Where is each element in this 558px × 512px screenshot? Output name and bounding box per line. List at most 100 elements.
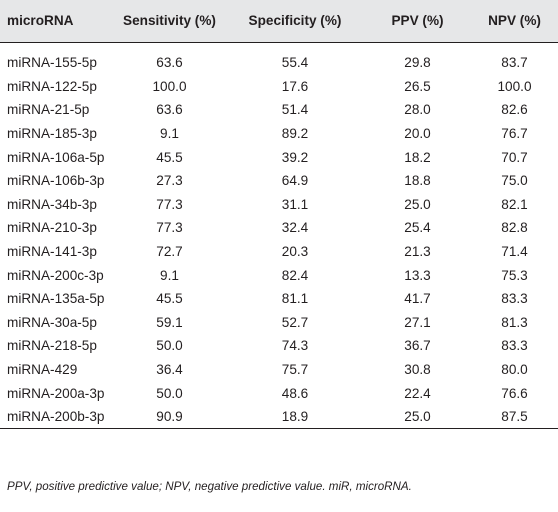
cell-ppv: 25.0 xyxy=(404,196,431,212)
cell-microrna: miRNA-141-3p xyxy=(7,244,97,260)
table-row: miRNA-135a-5p 45.5 81.1 41.7 83.3 xyxy=(0,287,558,311)
cell-npv: 82.1 xyxy=(501,196,528,212)
cell-ppv: 22.4 xyxy=(404,385,431,401)
column-header-sensitivity: Sensitivity (%) xyxy=(113,0,226,43)
cell-specificity: 81.1 xyxy=(281,291,309,307)
table-row: miRNA-21-5p 63.6 51.4 28.0 82.6 xyxy=(0,98,558,122)
table-spacer xyxy=(0,42,558,51)
cell-sensitivity: 45.5 xyxy=(156,149,183,165)
spacer-cell xyxy=(364,42,471,51)
cell-ppv: 18.2 xyxy=(404,149,431,165)
cell-microrna: miRNA-429 xyxy=(7,362,78,378)
table-row: miRNA-200c-3p 9.1 82.4 13.3 75.3 xyxy=(0,263,558,287)
table-row: miRNA-210-3p 77.3 32.4 25.4 82.8 xyxy=(0,216,558,240)
cell-npv: 76.7 xyxy=(501,126,528,142)
column-header-npv: NPV (%) xyxy=(471,0,558,43)
cell-specificity: 64.9 xyxy=(281,173,309,189)
spacer-cell xyxy=(471,42,558,51)
cell-microrna: miRNA-218-5p xyxy=(7,338,97,354)
cell-ppv: 25.4 xyxy=(404,220,431,236)
column-header-microrna: microRNA xyxy=(0,0,113,43)
cell-microrna: miRNA-200c-3p xyxy=(7,267,104,283)
cell-specificity: 89.2 xyxy=(281,126,309,142)
cell-sensitivity: 63.6 xyxy=(156,55,183,71)
table-row: miRNA-34b-3p 77.3 31.1 25.0 82.1 xyxy=(0,193,558,217)
cell-npv: 70.7 xyxy=(501,149,528,165)
cell-npv: 83.7 xyxy=(501,55,528,71)
table-row: miRNA-106b-3p 27.3 64.9 18.8 75.0 xyxy=(0,169,558,193)
cell-specificity: 32.4 xyxy=(281,220,309,236)
cell-npv: 81.3 xyxy=(501,314,528,330)
cell-microrna: miRNA-21-5p xyxy=(7,102,90,118)
cell-microrna: miRNA-155-5p xyxy=(7,55,97,71)
cell-ppv: 28.0 xyxy=(404,102,431,118)
cell-ppv: 41.7 xyxy=(404,291,431,307)
table-row: miRNA-141-3p 72.7 20.3 21.3 71.4 xyxy=(0,240,558,264)
cell-microrna: miRNA-34b-3p xyxy=(7,196,97,212)
cell-sensitivity: 100.0 xyxy=(152,78,187,94)
cell-ppv: 21.3 xyxy=(404,244,431,260)
table-header: microRNA Sensitivity (%) Specificity (%)… xyxy=(0,0,558,43)
cell-microrna: miRNA-200a-3p xyxy=(7,385,105,401)
cell-microrna: miRNA-210-3p xyxy=(7,220,97,236)
table-row: miRNA-30a-5p 59.1 52.7 27.1 81.3 xyxy=(0,311,558,335)
table-row: miRNA-106a-5p 45.5 39.2 18.2 70.7 xyxy=(0,145,558,169)
table-row: miRNA-200a-3p 50.0 48.6 22.4 76.6 xyxy=(0,381,558,405)
spacer-cell xyxy=(113,42,226,51)
cell-sensitivity: 9.1 xyxy=(160,267,179,283)
cell-specificity: 20.3 xyxy=(281,244,309,260)
cell-specificity: 48.6 xyxy=(281,385,309,401)
cell-microrna: miRNA-185-3p xyxy=(7,126,97,142)
cell-ppv: 29.8 xyxy=(404,55,431,71)
cell-specificity: 31.1 xyxy=(281,196,309,212)
cell-sensitivity: 59.1 xyxy=(156,314,183,330)
table-row: miRNA-218-5p 50.0 74.3 36.7 83.3 xyxy=(0,334,558,358)
cell-npv: 83.3 xyxy=(501,291,528,307)
cell-ppv: 18.8 xyxy=(404,173,431,189)
table-body: miRNA-155-5p 63.6 55.4 29.8 83.7 miRNA-122-5p… xyxy=(0,42,558,429)
cell-npv: 82.8 xyxy=(501,220,528,236)
cell-sensitivity: 72.7 xyxy=(156,244,183,260)
cell-specificity: 74.3 xyxy=(281,338,309,354)
cell-microrna: miRNA-30a-5p xyxy=(7,314,97,330)
cell-ppv: 27.1 xyxy=(404,314,431,330)
cell-microrna: miRNA-135a-5p xyxy=(7,291,105,307)
cell-ppv: 30.8 xyxy=(404,362,431,378)
cell-npv: 75.3 xyxy=(501,267,528,283)
column-header-ppv: PPV (%) xyxy=(364,0,471,43)
cell-npv: 100.0 xyxy=(497,78,532,94)
cell-specificity: 18.9 xyxy=(226,404,364,429)
cell-npv: 76.6 xyxy=(501,385,528,401)
table-row: miRNA-185-3p 9.1 89.2 20.0 76.7 xyxy=(0,122,558,146)
cell-specificity: 75.7 xyxy=(281,362,309,378)
cell-microrna: miRNA-200b-3p xyxy=(0,404,113,429)
cell-sensitivity: 90.9 xyxy=(113,404,226,429)
cell-specificity: 39.2 xyxy=(281,149,309,165)
cell-npv: 82.6 xyxy=(501,102,528,118)
cell-sensitivity: 50.0 xyxy=(156,385,183,401)
mirna-performance-table: microRNA Sensitivity (%) Specificity (%)… xyxy=(0,0,558,429)
cell-sensitivity: 9.1 xyxy=(160,126,179,142)
cell-specificity: 51.4 xyxy=(281,102,309,118)
cell-sensitivity: 50.0 xyxy=(156,338,183,354)
table-footnote: PPV, positive predictive value; NPV, neg… xyxy=(7,480,412,493)
cell-sensitivity: 27.3 xyxy=(156,173,183,189)
cell-specificity: 82.4 xyxy=(281,267,309,283)
cell-sensitivity: 36.4 xyxy=(156,362,183,378)
cell-npv: 83.3 xyxy=(501,338,528,354)
cell-ppv: 26.5 xyxy=(404,78,431,94)
cell-npv: 87.5 xyxy=(471,404,558,429)
column-header-specificity: Specificity (%) xyxy=(226,0,364,43)
cell-microrna: miRNA-122-5p xyxy=(7,78,97,94)
cell-sensitivity: 77.3 xyxy=(156,220,183,236)
cell-ppv: 20.0 xyxy=(404,126,431,142)
cell-npv: 71.4 xyxy=(501,244,528,260)
spacer-cell xyxy=(226,42,364,51)
cell-sensitivity: 77.3 xyxy=(156,196,183,212)
cell-specificity: 55.4 xyxy=(281,55,309,71)
table-row: miRNA-155-5p 63.6 55.4 29.8 83.7 xyxy=(0,51,558,75)
spacer-cell xyxy=(0,42,113,51)
table-row: miRNA-122-5p 100.0 17.6 26.5 100.0 xyxy=(0,75,558,99)
cell-npv: 80.0 xyxy=(501,362,528,378)
